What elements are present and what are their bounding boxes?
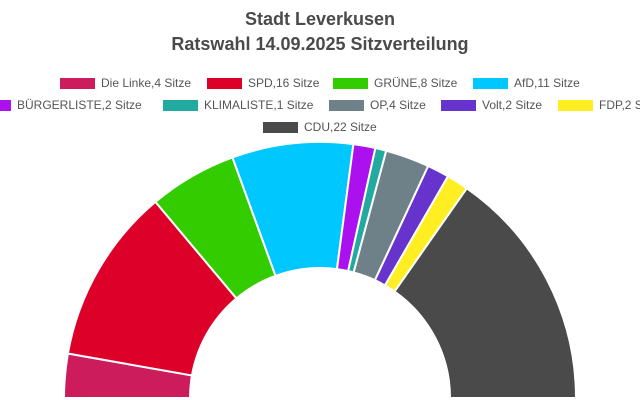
legend-label: FDP,2 Sitze <box>599 98 640 112</box>
legend-item-cdu[interactable]: CDU,22 Sitze <box>263 120 377 134</box>
legend-label: AfD,11 Sitze <box>514 76 580 90</box>
legend-swatch <box>333 77 368 89</box>
legend-item-volt[interactable]: Volt,2 Sitze <box>441 98 542 112</box>
legend-item-op[interactable]: OP,4 Sitze <box>329 98 426 112</box>
legend-item-fdp[interactable]: FDP,2 Sitze <box>558 98 640 112</box>
legend-item-buergerliste[interactable]: BÜRGERLISTE,2 Sitze <box>0 98 142 112</box>
legend-swatch <box>0 99 11 111</box>
legend-label: OP,4 Sitze <box>370 98 426 112</box>
legend-swatch <box>441 99 476 111</box>
legend-label: Volt,2 Sitze <box>482 98 543 112</box>
legend-item-spd[interactable]: SPD,16 Sitze <box>207 76 319 90</box>
legend-item-klimaliste[interactable]: KLIMALISTE,1 Sitze <box>163 98 313 112</box>
legend-item-afd[interactable]: AfD,11 Sitze <box>473 76 580 90</box>
legend-item-gruene[interactable]: GRÜNE,8 Sitze <box>333 76 457 90</box>
legend-label: Die Linke,4 Sitze <box>101 76 192 90</box>
seat-segment-cdu[interactable] <box>393 186 578 399</box>
legend-label: BÜRGERLISTE,2 Sitze <box>17 98 142 112</box>
legend-swatch <box>263 121 298 133</box>
legend-swatch <box>60 77 95 89</box>
legend-swatch <box>163 99 198 111</box>
chart-subtitle: Ratswahl 14.09.2025 Sitzverteilung <box>171 34 469 54</box>
legend-swatch <box>558 99 593 111</box>
legend-label: GRÜNE,8 Sitze <box>374 76 458 90</box>
legend-label: KLIMALISTE,1 Sitze <box>204 98 314 112</box>
legend-swatch <box>329 99 364 111</box>
legend-label: SPD,16 Sitze <box>248 76 320 90</box>
legend-label: CDU,22 Sitze <box>304 120 377 134</box>
legend-swatch <box>473 77 508 89</box>
chart-title: Stadt Leverkusen <box>244 9 396 29</box>
legend-swatch <box>207 77 242 89</box>
legend-item-die-linke[interactable]: Die Linke,4 Sitze <box>60 76 191 90</box>
